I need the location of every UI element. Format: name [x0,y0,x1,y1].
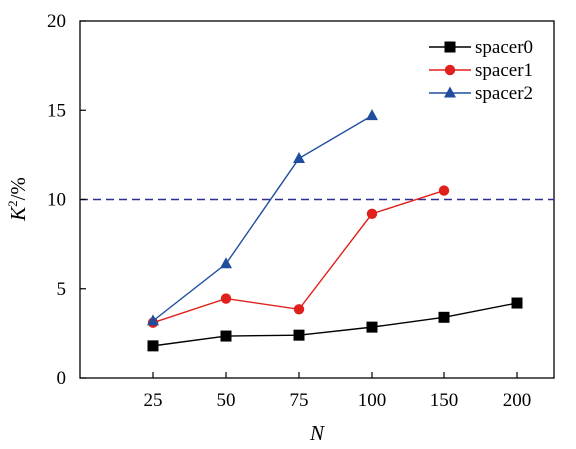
x-tick-label: 75 [290,390,309,411]
legend-item-spacer2: spacer2 [429,83,533,104]
y-tick-label: 0 [57,368,67,389]
y-tick-label: 5 [57,279,67,300]
data-point [293,304,305,315]
y-tick-label: 15 [47,100,66,121]
y-axis-title: K2/% [5,177,30,222]
y-axis-title-rest: /% [6,177,30,200]
x-tick-label: 25 [144,390,163,411]
x-tick-label: 150 [430,390,459,411]
x-axis-title: N [309,421,325,445]
series-spacer2 [147,109,378,326]
data-point [438,311,450,323]
legend-marker [444,41,456,53]
data-point [366,208,378,219]
legend-item-spacer0: spacer0 [429,37,533,58]
x-tick-label: 50 [217,390,236,411]
series-line [152,302,518,347]
legend-label: spacer2 [475,83,533,104]
series-spacer1 [147,185,450,328]
series-line [152,189,445,324]
y-tick-label: 20 [47,11,66,32]
data-point [220,330,232,342]
series-line [152,115,373,322]
data-point [147,340,159,352]
data-point [147,314,159,326]
data-point [220,293,232,304]
data-point [366,109,378,121]
x-tick-label: 100 [358,390,387,411]
data-point [511,297,523,309]
legend-marker [444,64,456,76]
legend-item-spacer1: spacer1 [429,60,533,81]
legend-marker [444,86,456,98]
data-point [293,329,305,341]
data-point [438,185,450,196]
data-point [293,151,305,163]
y-axis-title-main: K [6,206,30,222]
y-axis-title-sup: 2 [5,200,20,207]
legend-label: spacer1 [475,60,533,81]
series-spacer0 [147,297,523,352]
x-tick-label: 200 [503,390,532,411]
data-point [220,257,232,269]
data-point [366,321,378,333]
legend-label: spacer0 [475,37,533,58]
y-tick-label: 10 [47,190,66,211]
